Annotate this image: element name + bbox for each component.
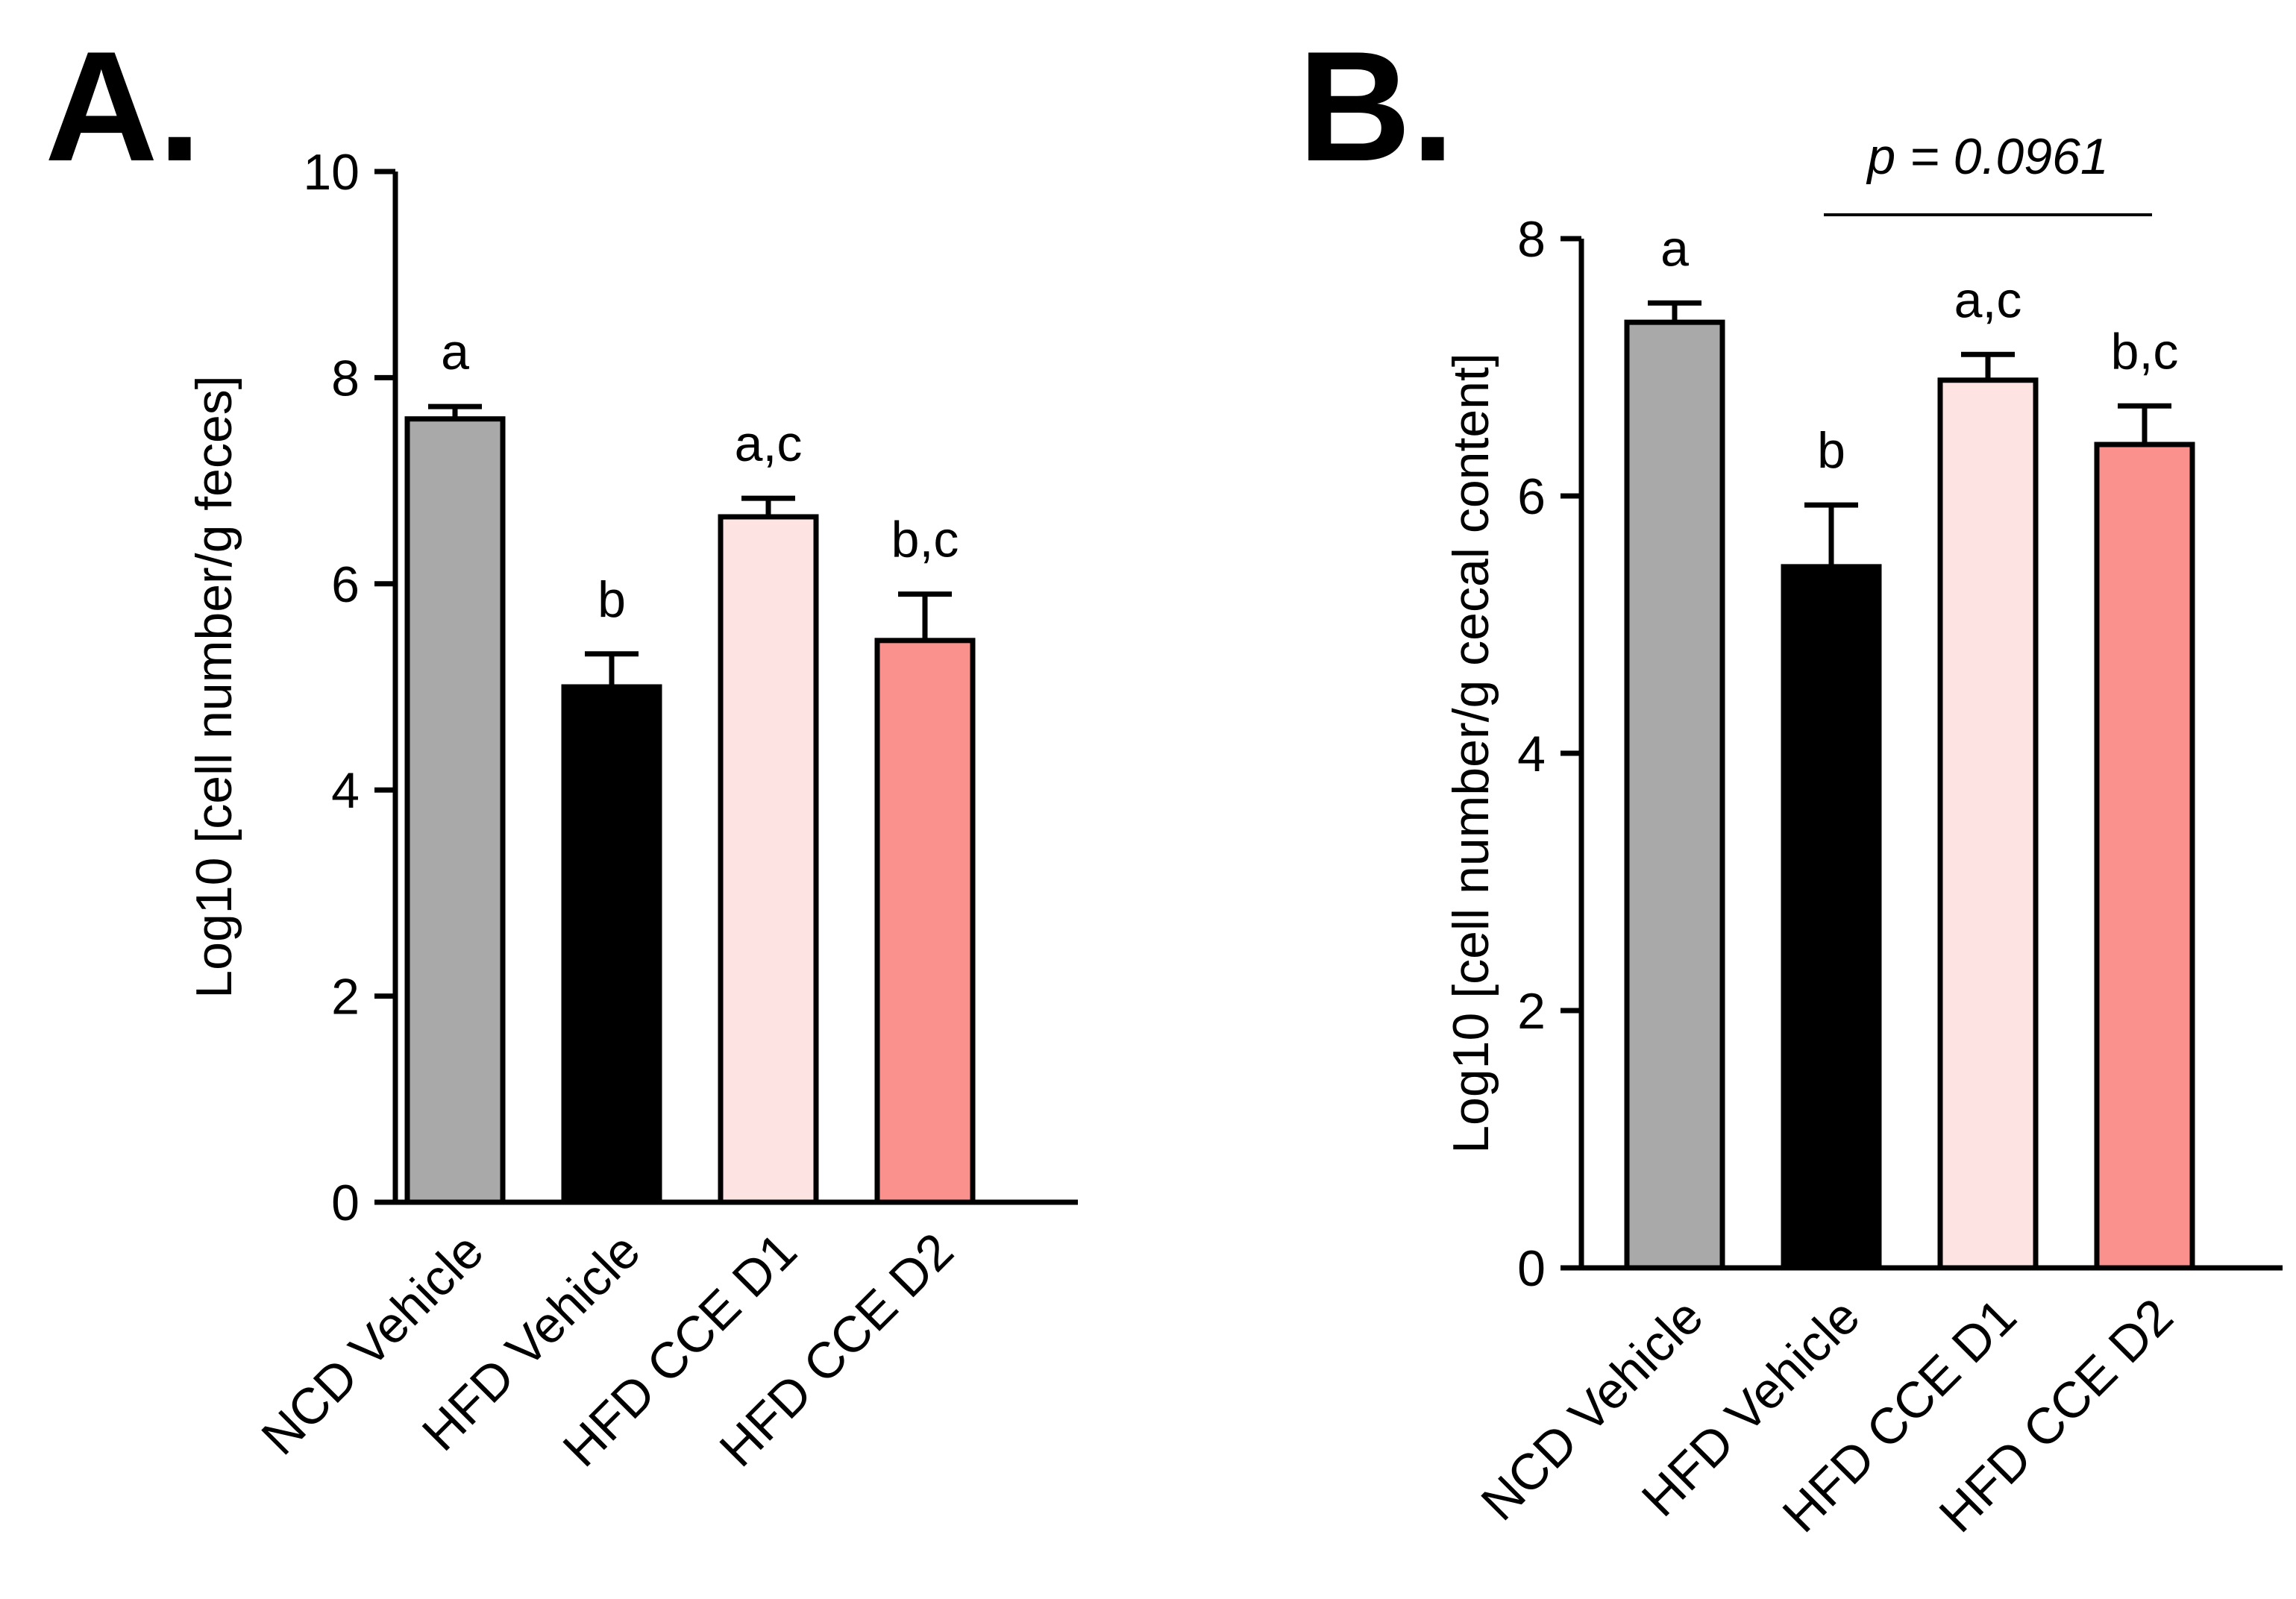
y-tick-label: 4 bbox=[331, 762, 360, 819]
bar bbox=[561, 684, 662, 1205]
y-tick-label: 2 bbox=[331, 969, 360, 1025]
y-tick-label: 0 bbox=[1517, 1240, 1546, 1297]
significance-label: a bbox=[1660, 220, 1689, 277]
panel-letter: B. bbox=[1298, 19, 1455, 194]
bar bbox=[1937, 377, 2039, 1271]
panel-b-chart: B. 0 2 4 6 8 Log10 [cell number/g cecal conten… bbox=[1298, 19, 2283, 1543]
significance-label: a,c bbox=[1954, 271, 2022, 328]
p-value-label: p = 0.0961 bbox=[1866, 128, 2108, 185]
significance-label: b,c bbox=[2111, 323, 2179, 380]
y-tick-label: 0 bbox=[331, 1175, 360, 1231]
y-axis-title: Log10 [cell number/g feces] bbox=[186, 375, 242, 998]
y-tick-label: 6 bbox=[331, 556, 360, 613]
y-tick-label: 6 bbox=[1517, 468, 1546, 525]
bar bbox=[1624, 319, 1725, 1271]
y-tick-label: 10 bbox=[303, 144, 360, 201]
significance-label: a,c bbox=[735, 415, 803, 472]
bar bbox=[404, 416, 506, 1205]
significance-label: a bbox=[441, 324, 469, 380]
bar bbox=[1781, 564, 1882, 1271]
y-tick-label: 8 bbox=[331, 350, 360, 406]
significance-label: b bbox=[1817, 422, 1845, 479]
bar bbox=[874, 638, 976, 1205]
bar bbox=[2094, 442, 2195, 1271]
y-tick-label: 2 bbox=[1517, 983, 1546, 1040]
panel-letter: A. bbox=[45, 19, 201, 194]
y-tick-label: 4 bbox=[1517, 726, 1546, 782]
y-axis-title: Log10 [cell number/g cecal content] bbox=[1443, 353, 1499, 1154]
bar bbox=[718, 514, 819, 1205]
significance-label: b bbox=[597, 571, 626, 628]
significance-label: b,c bbox=[891, 512, 959, 568]
y-tick-label: 8 bbox=[1517, 211, 1546, 268]
